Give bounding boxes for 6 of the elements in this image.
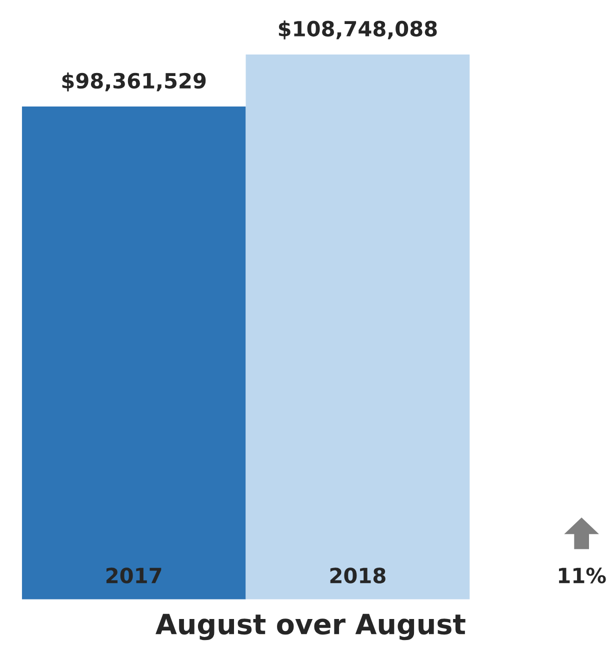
data-label: $98,361,529 [62, 72, 206, 92]
text: 11% [558, 568, 606, 584]
x-axis-title: August over August [156, 614, 466, 640]
x-tick-label: 2018 [330, 568, 386, 584]
x-tick-label: 2017 [106, 568, 162, 584]
data-label: $108,748,088 [278, 20, 437, 40]
